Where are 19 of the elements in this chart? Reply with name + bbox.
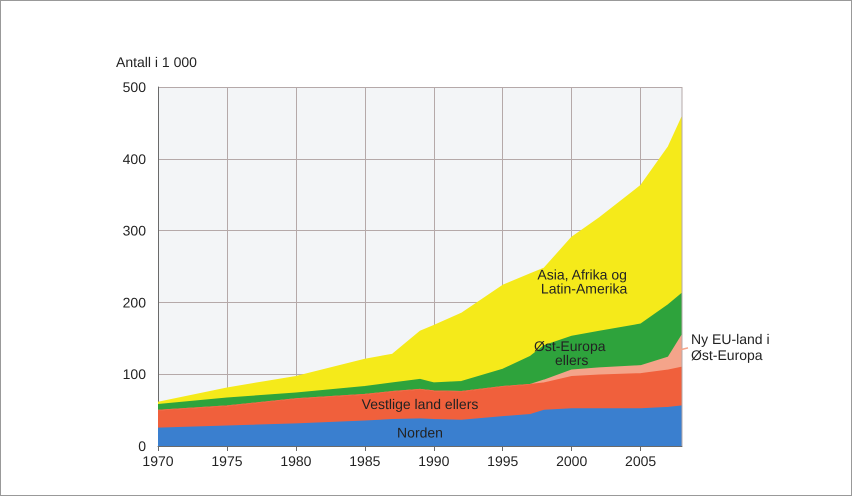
y-tick-label: 300 <box>122 222 146 239</box>
x-tick-label: 1990 <box>418 453 450 469</box>
x-tick-label: 1980 <box>280 453 312 469</box>
x-tick-label: 2005 <box>625 453 656 469</box>
y-tick-label: 200 <box>122 294 146 310</box>
y-axis-title: Antall i 1 000 <box>116 54 198 70</box>
y-tick-label: 100 <box>122 366 146 382</box>
x-tick-label: 1985 <box>349 453 381 469</box>
x-tick-label: 1995 <box>487 453 519 469</box>
x-tick-label: 1975 <box>211 453 243 469</box>
x-tick-label: 2000 <box>556 453 588 469</box>
y-tick-label: 0 <box>138 438 146 454</box>
series-label: Asia, Afrika og Latin-Amerika <box>537 266 631 297</box>
y-tick-label: 400 <box>122 150 146 167</box>
x-tick-label: 1970 <box>142 453 174 469</box>
legend-label: Ny EU-land i Øst-Europa <box>691 330 774 363</box>
series-label: Norden <box>397 424 443 440</box>
series-label: Vestlige land ellers <box>362 396 478 412</box>
y-tick-label: 500 <box>122 79 146 95</box>
